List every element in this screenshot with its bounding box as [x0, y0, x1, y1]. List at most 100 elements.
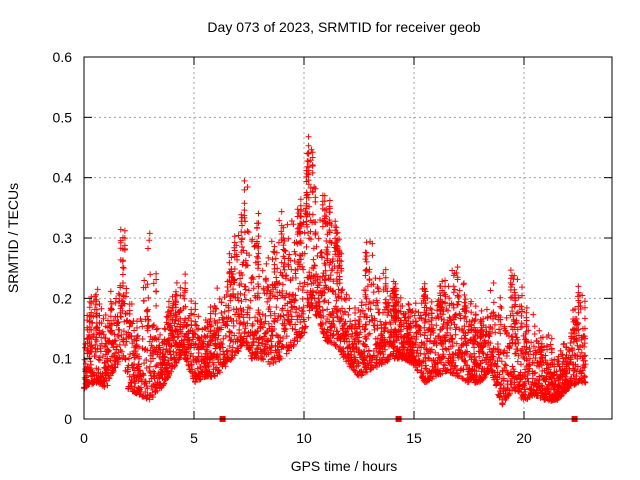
data-point — [358, 299, 365, 306]
data-point — [161, 380, 168, 387]
data-point — [347, 318, 354, 325]
data-point — [192, 300, 199, 307]
data-point — [521, 391, 528, 398]
data-point — [283, 272, 290, 279]
data-point — [362, 272, 369, 279]
data-point — [304, 289, 311, 296]
data-point — [380, 351, 387, 358]
data-point — [304, 170, 311, 177]
data-point — [427, 337, 434, 344]
data-point — [304, 281, 311, 288]
data-point — [339, 286, 346, 293]
data-point — [124, 310, 131, 317]
data-point — [240, 306, 247, 313]
data-point — [333, 297, 340, 304]
data-point — [271, 261, 278, 268]
data-point — [519, 284, 526, 291]
data-point — [122, 354, 129, 361]
data-point — [230, 271, 237, 278]
data-point — [421, 293, 428, 300]
data-point — [523, 317, 530, 324]
data-point — [239, 235, 246, 242]
data-point — [175, 333, 182, 340]
data-point — [382, 284, 389, 291]
data-point — [226, 343, 233, 350]
data-point — [459, 375, 466, 382]
data-point — [250, 276, 257, 283]
data-point — [237, 305, 244, 312]
data-point — [297, 221, 304, 228]
data-point — [326, 229, 333, 236]
data-point — [306, 269, 313, 276]
data-point — [98, 305, 105, 312]
data-point — [255, 250, 262, 257]
data-point — [482, 374, 489, 381]
data-point — [501, 323, 508, 330]
data-point — [543, 360, 550, 367]
data-point — [422, 300, 429, 307]
data-point — [224, 284, 231, 291]
data-point — [292, 274, 299, 281]
data-point — [370, 289, 377, 296]
data-point — [374, 354, 381, 361]
data-point — [131, 384, 138, 391]
data-point — [514, 336, 521, 343]
data-point — [238, 211, 245, 218]
data-point — [324, 306, 331, 313]
data-point — [558, 351, 565, 358]
data-point — [427, 305, 434, 312]
data-point — [254, 253, 261, 260]
data-point — [377, 318, 384, 325]
data-point — [228, 268, 235, 275]
data-point — [495, 346, 502, 353]
data-point — [282, 326, 289, 333]
data-point — [439, 370, 446, 377]
data-point — [101, 383, 108, 390]
data-point — [249, 321, 256, 328]
data-point — [428, 346, 435, 353]
data-point — [93, 338, 100, 345]
data-point — [335, 331, 342, 338]
data-point — [244, 309, 251, 316]
data-point — [171, 320, 178, 327]
data-point — [241, 186, 248, 193]
data-point — [278, 230, 285, 237]
data-point — [582, 352, 589, 359]
data-point — [304, 191, 311, 198]
data-point — [240, 319, 247, 326]
data-point — [471, 354, 478, 361]
data-point — [487, 287, 494, 294]
data-point — [224, 347, 231, 354]
data-point — [142, 284, 149, 291]
data-point — [399, 302, 406, 309]
data-point — [494, 340, 501, 347]
data-point — [560, 341, 567, 348]
data-point — [445, 283, 452, 290]
data-point — [307, 236, 314, 243]
data-point — [305, 181, 312, 188]
data-point — [233, 306, 240, 313]
data-point — [363, 253, 370, 260]
data-point — [423, 307, 430, 314]
data-point — [390, 338, 397, 345]
data-point — [579, 292, 586, 299]
data-point — [108, 327, 115, 334]
data-point — [497, 330, 504, 337]
data-point — [550, 385, 557, 392]
data-point — [406, 306, 413, 313]
data-point — [350, 340, 357, 347]
data-point — [382, 324, 389, 331]
data-point — [436, 332, 443, 339]
data-point — [364, 314, 371, 321]
data-point — [204, 332, 211, 339]
data-point — [126, 373, 133, 380]
data-point — [294, 316, 301, 323]
data-point — [173, 313, 180, 320]
data-point — [301, 329, 308, 336]
data-point — [506, 390, 513, 397]
data-point — [208, 322, 215, 329]
data-point — [313, 243, 320, 250]
data-point — [446, 295, 453, 302]
data-point — [444, 307, 451, 314]
data-point — [161, 325, 168, 332]
